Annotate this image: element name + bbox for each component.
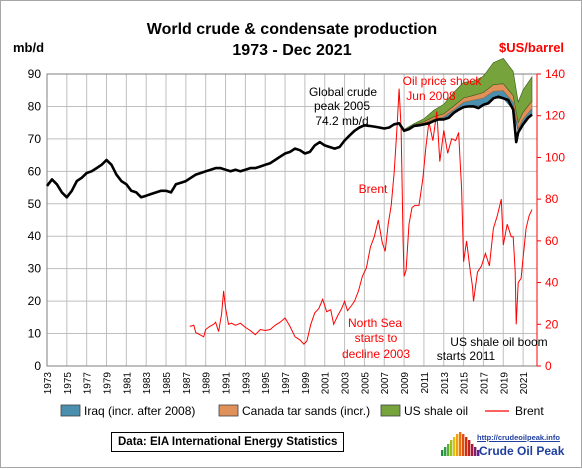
brent-line bbox=[189, 88, 533, 345]
y-left-tick-label: 0 bbox=[34, 359, 41, 373]
x-tick-label: 1985 bbox=[162, 372, 173, 395]
legend-label: Iraq (incr. after 2008) bbox=[84, 404, 195, 418]
left-axis-unit: mb/d bbox=[13, 40, 45, 55]
x-tick-label: 2011 bbox=[420, 372, 431, 394]
world-production-line bbox=[45, 95, 533, 199]
logo-url: http://crudeoilpeak.info bbox=[477, 433, 560, 442]
y-right-tick-label: 80 bbox=[545, 192, 559, 206]
y-left-tick-label: 50 bbox=[28, 197, 42, 211]
x-tick-label: 1975 bbox=[63, 372, 74, 395]
legend-swatch-canada bbox=[218, 404, 239, 417]
right-axis-unit: $US/barrel bbox=[499, 40, 565, 55]
logo-bar bbox=[474, 447, 477, 456]
x-tick-label: 2021 bbox=[519, 372, 530, 395]
source-label: Data: EIA International Energy Statistic… bbox=[111, 432, 345, 452]
x-tick-label: 1995 bbox=[261, 372, 272, 395]
y-right-tick-label: 60 bbox=[545, 234, 559, 248]
annotation-label: 74.2 mb/d bbox=[315, 114, 368, 128]
y-left-tick-label: 10 bbox=[28, 327, 42, 341]
x-tick-label: 1973 bbox=[43, 372, 54, 395]
us-shale-area bbox=[403, 58, 533, 131]
x-tick-label: 2009 bbox=[400, 372, 411, 395]
x-tick-label: 2015 bbox=[460, 372, 471, 395]
logo-bar bbox=[456, 434, 459, 456]
x-tick-label: 1979 bbox=[103, 372, 114, 395]
y-left-tick-label: 70 bbox=[28, 132, 42, 146]
y-left-tick-label: 30 bbox=[28, 262, 42, 276]
legend-swatch-iraq bbox=[60, 404, 81, 417]
x-tick-label: 1987 bbox=[182, 372, 193, 395]
logo-bar bbox=[462, 434, 465, 456]
x-tick-label: 2003 bbox=[341, 372, 352, 395]
x-tick-label: 1981 bbox=[122, 372, 133, 395]
logo-bar bbox=[453, 437, 456, 456]
annotation-label: US shale oil boom bbox=[450, 335, 547, 349]
annotation-label: Global crude bbox=[309, 85, 377, 99]
x-tick-label: 2019 bbox=[499, 372, 510, 395]
annotation-label: Brent bbox=[359, 182, 388, 196]
logo-bar bbox=[477, 450, 480, 456]
annotation-label: peak 2005 bbox=[314, 99, 370, 113]
x-tick-label: 1989 bbox=[202, 372, 213, 395]
legend-label: US shale oil bbox=[404, 404, 468, 418]
y-left-tick-label: 80 bbox=[28, 99, 42, 113]
y-right-tick-label: 120 bbox=[545, 109, 565, 123]
logo-bar bbox=[447, 444, 450, 456]
annotation-label: starts 2011 bbox=[437, 349, 496, 363]
x-tick-label: 2017 bbox=[479, 372, 490, 395]
x-tick-label: 2001 bbox=[321, 372, 332, 395]
legend-swatch-shale bbox=[380, 404, 401, 417]
x-tick-label: 1997 bbox=[281, 372, 292, 395]
x-tick-label: 1993 bbox=[241, 372, 252, 395]
x-tick-label: 2007 bbox=[380, 372, 391, 395]
chart-title: World crude & condensate production bbox=[146, 21, 438, 38]
annotation-label: Jun 2008 bbox=[406, 89, 456, 103]
x-tick-label: 1991 bbox=[222, 372, 233, 395]
logo-bar bbox=[468, 440, 471, 456]
logo-name: Crude Oil Peak bbox=[479, 444, 565, 458]
logo-bar bbox=[459, 432, 462, 456]
y-right-tick-label: 140 bbox=[545, 67, 565, 81]
x-tick-label: 2005 bbox=[360, 372, 371, 395]
x-tick-label: 1999 bbox=[301, 372, 312, 395]
annotation-label: North Sea bbox=[348, 316, 402, 330]
logo-bar bbox=[444, 447, 447, 456]
y-left-tick-label: 40 bbox=[28, 229, 42, 243]
logo-bar bbox=[450, 440, 453, 456]
annotation-label: Oil price shock bbox=[403, 74, 483, 88]
y-left-tick-label: 90 bbox=[28, 67, 42, 81]
legend-label: Brent bbox=[515, 404, 544, 418]
x-tick-label: 1983 bbox=[142, 372, 153, 395]
y-left-tick-label: 20 bbox=[28, 294, 42, 308]
logo-bar bbox=[471, 444, 474, 456]
legend-label: Canada tar sands (incr.) bbox=[242, 404, 370, 418]
annotation-label: decline 2003 bbox=[342, 347, 410, 361]
x-tick-label: 1977 bbox=[83, 372, 94, 395]
x-tick-label: 2013 bbox=[440, 372, 451, 395]
y-right-tick-label: 20 bbox=[545, 317, 559, 331]
y-right-tick-label: 0 bbox=[545, 359, 552, 373]
y-right-tick-label: 40 bbox=[545, 276, 559, 290]
annotation-label: starts to bbox=[355, 331, 398, 345]
y-right-tick-label: 100 bbox=[545, 150, 565, 164]
chart-subtitle: 1973 - Dec 2021 bbox=[232, 42, 352, 59]
logo-bar bbox=[465, 437, 468, 456]
y-left-tick-label: 60 bbox=[28, 164, 42, 178]
logo-bar bbox=[441, 450, 444, 456]
